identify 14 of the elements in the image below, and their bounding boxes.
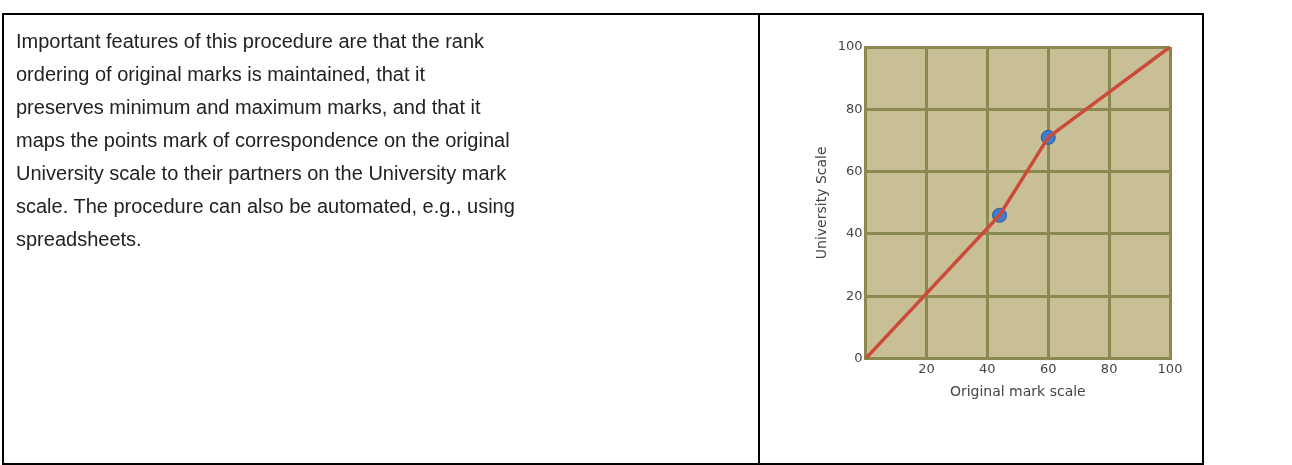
- y-axis-title: University Scale: [813, 146, 830, 260]
- x-tick-label: 80: [1100, 360, 1118, 376]
- x-tick-label: 40: [979, 360, 996, 376]
- text: Important features of this procedure are that the rank ordering of original marks is maintained, that it preserves minimum and maximum marks, and that it maps the points mark of correspondence on the original University scale to their partners on the University mark scale. The procedure can also be automated, e.g., using spreadsheets.: [4, 15, 760, 463]
- x-tick-label: 20: [918, 360, 935, 376]
- y-tick-label: 40: [846, 225, 863, 241]
- y-tick-label: 80: [846, 100, 863, 116]
- y-tick-label: 100: [837, 38, 863, 54]
- x-tick-label: 60: [1039, 360, 1057, 376]
- y-tick-label: 20: [846, 287, 863, 303]
- y-tick-label: 60: [846, 163, 863, 179]
- y-tick-label: 0: [854, 349, 863, 365]
- x-tick-label: 100: [1157, 360, 1183, 376]
- x-axis-title: Original mark scale: [949, 383, 1086, 400]
